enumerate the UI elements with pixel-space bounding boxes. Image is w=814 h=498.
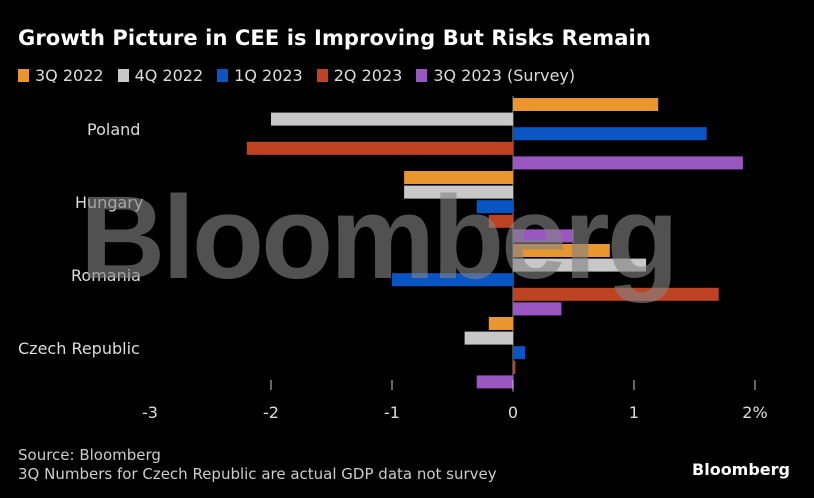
legend-swatch [416,69,428,82]
bar [488,214,513,228]
legend-item-3q2023: 3Q 2023 (Survey) [416,66,575,85]
x-tick-label: -1 [384,403,400,422]
legend-item-4q2022: 4Q 2022 [117,66,204,85]
footer: Source: Bloomberg 3Q Numbers for Czech R… [18,446,497,484]
legend-item-1q2023: 1Q 2023 [217,66,303,85]
legend-item-2q2023: 2Q 2023 [316,66,403,85]
x-tick-label: -2 [263,403,279,422]
legend-label: 1Q 2023 [234,66,303,85]
legend-swatch [316,69,328,82]
category-label: Romania [71,266,141,285]
bar [513,156,743,170]
bar [513,127,707,141]
bar [464,331,513,345]
legend-label: 3Q 2023 (Survey) [433,66,576,85]
category-label: Hungary [75,193,143,212]
bar [513,244,610,257]
footnote: 3Q Numbers for Czech Republic are actual… [18,465,497,483]
legend-swatch [18,69,29,82]
legend-label: 4Q 2022 [134,66,204,85]
bar [513,229,574,243]
category-label: Poland [87,120,140,139]
legend-item-3q2022: 3Q 2022 [18,66,104,85]
chart-title: Growth Picture in CEE is Improving But R… [18,26,651,50]
bar [476,200,513,214]
bar [271,112,513,126]
bar [513,346,526,360]
x-tick-label: 0 [508,403,518,422]
legend-swatch [117,69,129,82]
bar [513,360,516,374]
bar [513,302,562,316]
bar [392,273,513,287]
x-tick-label: -3 [142,403,158,422]
category-label: Czech Republic [18,339,140,358]
bar [513,98,659,111]
bar [404,185,513,199]
bar [488,317,513,330]
legend-label: 3Q 2022 [35,66,104,85]
legend-label: 2Q 2023 [333,66,403,85]
legend-swatch [217,69,229,82]
bar [476,375,513,389]
legend: 3Q 2022 4Q 2022 1Q 2023 2Q 2023 3Q 2023 … [18,66,575,85]
bar [513,258,647,272]
x-tick-label: 1 [629,403,639,422]
bloomberg-logo: Bloomberg [692,460,790,479]
x-tick-label: 2% [742,403,767,422]
bar [513,287,719,301]
bar [246,141,514,155]
bar [404,171,513,184]
source-note: Source: Bloomberg [18,446,161,464]
